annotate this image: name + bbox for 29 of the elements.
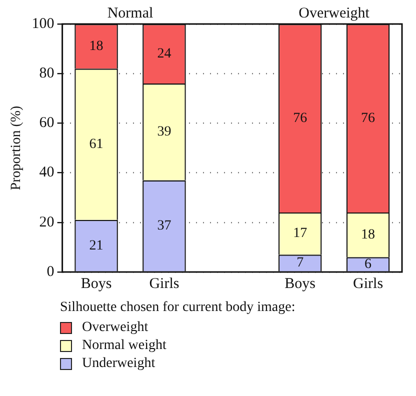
text: Overweight (298, 5, 370, 22)
legend-label: Overweight (82, 320, 148, 336)
legend-label: Underweight (82, 356, 156, 372)
legend-title: Silhouette chosen for current body image: (60, 300, 296, 316)
data-label: 6 (364, 256, 372, 272)
data-label: 21 (89, 238, 104, 254)
text: Normal (107, 5, 154, 22)
legend-label: Normal weight (82, 338, 166, 354)
data-label: 76 (293, 110, 308, 126)
x-tick-label: Boys (284, 276, 316, 292)
y-tick-label: 20 (39, 214, 54, 230)
x-tick-label: Girls (149, 276, 180, 292)
y-tick-label: 100 (32, 16, 54, 32)
y-tick-label: 0 (46, 264, 54, 280)
y-tick-label: 40 (39, 164, 54, 181)
y-tick-label: 80 (39, 66, 54, 82)
data-label: 61 (89, 136, 104, 152)
y-axis-title: Proportion (%) (9, 105, 24, 190)
data-label: 37 (157, 218, 172, 234)
data-label: 24 (157, 46, 172, 62)
data-label: 39 (157, 124, 172, 140)
data-label: 18 (89, 38, 104, 54)
y-tick-label: 60 (39, 115, 54, 132)
data-label: 76 (361, 110, 376, 126)
data-label: 7 (296, 256, 304, 271)
data-label: 18 (361, 227, 376, 242)
x-tick-label: Girls (353, 276, 384, 292)
data-label: 17 (293, 226, 308, 242)
x-tick-label: Boys (80, 276, 112, 292)
